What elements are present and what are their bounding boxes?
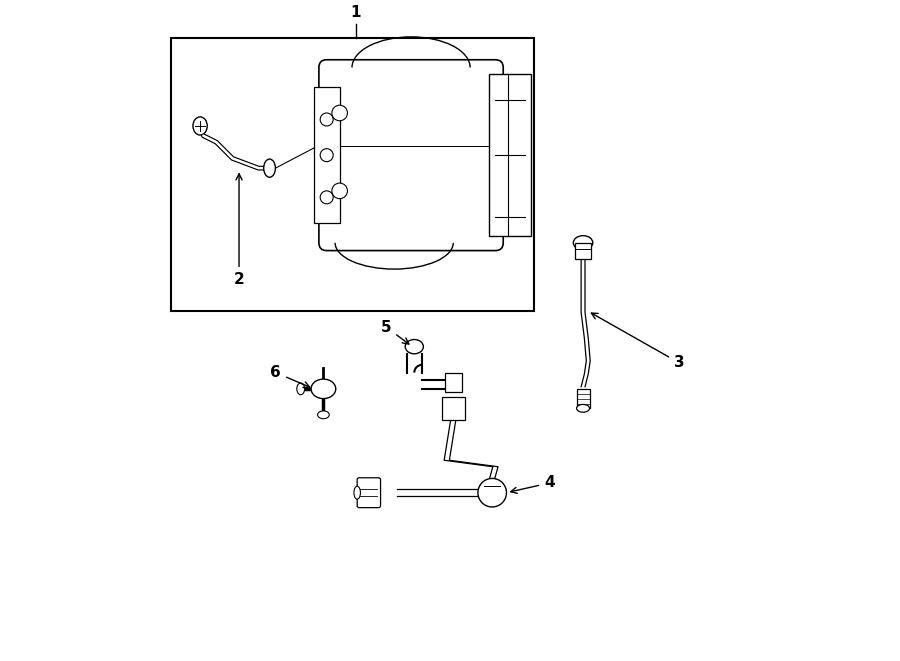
Bar (489, 74, 531, 237)
Circle shape (478, 479, 507, 507)
Text: 1: 1 (351, 5, 361, 20)
Text: 4: 4 (510, 475, 554, 493)
Bar (575, 243, 591, 259)
Text: 2: 2 (234, 174, 245, 287)
Circle shape (320, 113, 333, 126)
Ellipse shape (297, 383, 304, 395)
Ellipse shape (311, 379, 336, 399)
Bar (577, 389, 590, 408)
Text: 5: 5 (381, 320, 409, 344)
Bar (446, 373, 462, 392)
Text: 3: 3 (591, 313, 685, 370)
Ellipse shape (405, 340, 423, 354)
Bar (171, 38, 535, 311)
Ellipse shape (573, 236, 593, 250)
Text: 6: 6 (271, 365, 310, 387)
FancyBboxPatch shape (357, 478, 381, 508)
Circle shape (332, 105, 347, 121)
Bar (314, 87, 339, 223)
Circle shape (320, 191, 333, 204)
Ellipse shape (318, 411, 329, 418)
Ellipse shape (354, 486, 360, 499)
Circle shape (332, 183, 347, 199)
Bar (442, 397, 465, 420)
Ellipse shape (264, 159, 275, 177)
Ellipse shape (193, 117, 207, 135)
FancyBboxPatch shape (319, 59, 503, 251)
Circle shape (320, 149, 333, 162)
Ellipse shape (577, 405, 590, 412)
